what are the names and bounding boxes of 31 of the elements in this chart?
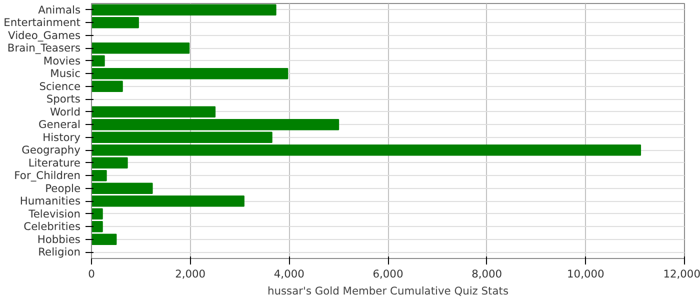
y-tick-label: Religion (38, 246, 81, 259)
y-tick-label: For_Children (14, 169, 81, 182)
y-tick-label: Music (50, 67, 81, 80)
y-tick-label: General (38, 118, 81, 132)
y-tick-label: Entertainment (4, 16, 81, 30)
y-tick-label: Sports (46, 92, 81, 106)
x-tick-label: 12,000 (663, 268, 700, 280)
bar (92, 42, 190, 54)
bar (92, 234, 117, 245)
y-tick-label: Humanities (20, 194, 81, 208)
x-tick-label: 4,000 (274, 268, 305, 280)
bar (92, 80, 123, 92)
y-tick-label: World (50, 105, 81, 118)
y-tick-label: Geography (22, 144, 81, 157)
x-tick-label: 2,000 (175, 268, 206, 280)
y-tick-label: Movies (43, 54, 81, 68)
y-tick-label: Hobbies (37, 232, 81, 246)
x-tick-label: 10,000 (567, 268, 605, 280)
y-tick-label: Celebrities (24, 220, 81, 234)
x-tick-label: 6,000 (372, 268, 404, 280)
y-tick-label: Animals (38, 3, 81, 16)
y-tick-label: Brain_Teasers (7, 42, 81, 55)
y-tick-label: Science (39, 80, 81, 93)
x-tick-label: 0 (88, 268, 96, 280)
x-tick-label: 8,000 (472, 268, 502, 280)
y-tick-label: Video_Games (8, 28, 81, 42)
y-tick-label: Literature (28, 156, 81, 170)
y-tick-label: History (42, 130, 81, 144)
x-axis-title: hussar's Gold Member Cumulative Quiz Stats (268, 284, 509, 298)
y-tick-label: People (45, 182, 81, 195)
y-tick-label: Television (28, 207, 81, 220)
